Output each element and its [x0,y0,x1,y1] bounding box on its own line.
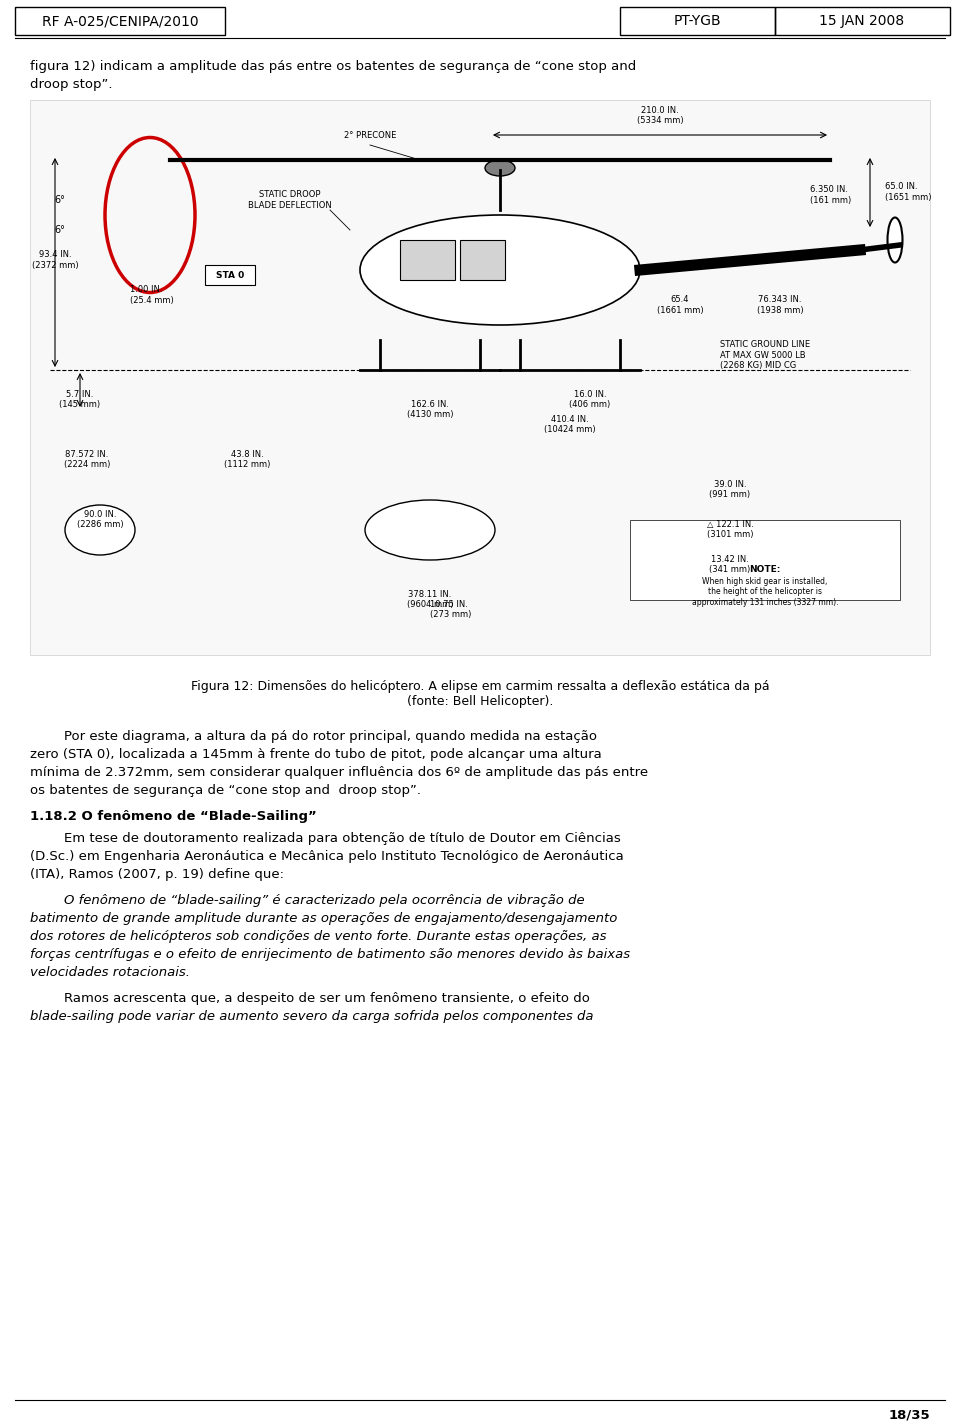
Text: 2° PRECONE: 2° PRECONE [344,131,396,140]
Bar [630,520,900,600]
Text: 10.75 IN.
(273 mm): 10.75 IN. (273 mm) [430,600,471,620]
Ellipse shape [365,500,495,560]
Bar [205,265,255,285]
Text: droop stop”.: droop stop”. [30,78,112,91]
Text: Figura 12: Dimensões do helicóptero. A elipse em carmim ressalta a deflexão está: Figura 12: Dimensões do helicóptero. A e… [191,680,769,708]
Text: 16.0 IN.
(406 mm): 16.0 IN. (406 mm) [569,390,611,409]
Text: os batentes de segurança de “cone stop and  droop stop”.: os batentes de segurança de “cone stop a… [30,784,421,797]
Text: PT-YGB: PT-YGB [673,14,721,28]
Text: Por este diagrama, a altura da pá do rotor principal, quando medida na estação: Por este diagrama, a altura da pá do rot… [30,730,597,742]
Bar [775,7,950,36]
Text: figura 12) indicam a amplitude das pás entre os batentes de segurança de “cone s: figura 12) indicam a amplitude das pás e… [30,60,636,73]
Text: 93.4 IN.
(2372 mm): 93.4 IN. (2372 mm) [32,251,79,269]
Ellipse shape [485,160,515,177]
Text: forças centrífugas e o efeito de enrijecimento de batimento são menores devido à: forças centrífugas e o efeito de enrijec… [30,948,630,960]
Text: batimento de grande amplitude durante as operações de engajamento/desengajamento: batimento de grande amplitude durante as… [30,912,617,925]
Text: blade-sailing pode variar de aumento severo da carga sofrida pelos componentes d: blade-sailing pode variar de aumento sev… [30,1010,593,1023]
Text: 65.4
(1661 mm): 65.4 (1661 mm) [657,295,704,315]
Text: (ITA), Ramos (2007, p. 19) define que:: (ITA), Ramos (2007, p. 19) define que: [30,868,284,881]
Text: velocidades rotacionais.: velocidades rotacionais. [30,966,190,979]
Text: 76.343 IN.
(1938 mm): 76.343 IN. (1938 mm) [756,295,804,315]
Text: STA 0: STA 0 [216,271,244,279]
Text: STATIC GROUND LINE
AT MAX GW 5000 LB
(2268 KG) MID CG: STATIC GROUND LINE AT MAX GW 5000 LB (22… [720,341,810,370]
Text: O fenômeno de “blade-sailing” é caracterizado pela ocorrência de vibração de: O fenômeno de “blade-sailing” é caracter… [30,893,585,906]
Text: Ramos acrescenta que, a despeito de ser um fenômeno transiente, o efeito do: Ramos acrescenta que, a despeito de ser … [30,992,589,1005]
Text: (D.Sc.) em Engenharia Aeronáutica e Mecânica pelo Instituto Tecnológico de Aeron: (D.Sc.) em Engenharia Aeronáutica e Mecâ… [30,849,624,864]
Ellipse shape [360,215,640,325]
Text: 6°: 6° [55,195,65,205]
Text: 90.0 IN.
(2286 mm): 90.0 IN. (2286 mm) [77,510,123,530]
Bar [30,100,930,656]
Text: 1.00 IN.
(25.4 mm): 1.00 IN. (25.4 mm) [130,285,174,305]
Bar [15,7,225,36]
Text: dos rotores de helicópteros sob condições de vento forte. Durante estas operaçõe: dos rotores de helicópteros sob condiçõe… [30,931,607,943]
Text: Em tese de doutoramento realizada para obtenção de título de Doutor em Ciências: Em tese de doutoramento realizada para o… [30,832,621,845]
Bar [30,100,930,656]
Text: 6.350 IN.
(161 mm): 6.350 IN. (161 mm) [810,185,852,205]
Ellipse shape [65,504,135,554]
Text: RF A-025/CENIPA/2010: RF A-025/CENIPA/2010 [41,14,199,28]
Text: 1.18.2 O fenômeno de “Blade-Sailing”: 1.18.2 O fenômeno de “Blade-Sailing” [30,809,317,824]
Text: 87.572 IN.
(2224 mm): 87.572 IN. (2224 mm) [63,450,110,469]
Text: 15 JAN 2008: 15 JAN 2008 [820,14,904,28]
Bar [460,239,505,279]
Bar [620,7,775,36]
Text: △ 122.1 IN.
(3101 mm): △ 122.1 IN. (3101 mm) [707,520,754,540]
Text: 162.6 IN.
(4130 mm): 162.6 IN. (4130 mm) [407,400,453,419]
Text: 410.4 IN.
(10424 mm): 410.4 IN. (10424 mm) [544,415,596,435]
Ellipse shape [887,218,902,262]
Text: 39.0 IN.
(991 mm): 39.0 IN. (991 mm) [709,480,751,499]
Text: 65.0 IN.
(1651 mm): 65.0 IN. (1651 mm) [885,182,931,202]
Bar [400,239,455,279]
Text: STATIC DROOP
BLADE DEFLECTION: STATIC DROOP BLADE DEFLECTION [248,191,332,209]
Text: 6°: 6° [55,225,65,235]
Text: 5.7 IN.
(145 mm): 5.7 IN. (145 mm) [60,390,101,409]
Text: NOTE:: NOTE: [750,564,780,574]
Text: 18/35: 18/35 [888,1408,930,1422]
Text: When high skid gear is installed,
the height of the helicopter is
approximately : When high skid gear is installed, the he… [692,577,838,607]
Text: zero (STA 0), localizada a 145mm à frente do tubo de pitot, pode alcançar uma al: zero (STA 0), localizada a 145mm à frent… [30,748,602,761]
Text: 43.8 IN.
(1112 mm): 43.8 IN. (1112 mm) [224,450,270,469]
Text: 378.11 IN.
(9604 mm): 378.11 IN. (9604 mm) [407,590,453,610]
Text: 13.42 IN.
(341 mm): 13.42 IN. (341 mm) [709,554,751,574]
Text: mínima de 2.372mm, sem considerar qualquer influência dos 6º de amplitude das pá: mínima de 2.372mm, sem considerar qualqu… [30,767,648,779]
Text: 210.0 IN.
(5334 mm): 210.0 IN. (5334 mm) [636,105,684,125]
